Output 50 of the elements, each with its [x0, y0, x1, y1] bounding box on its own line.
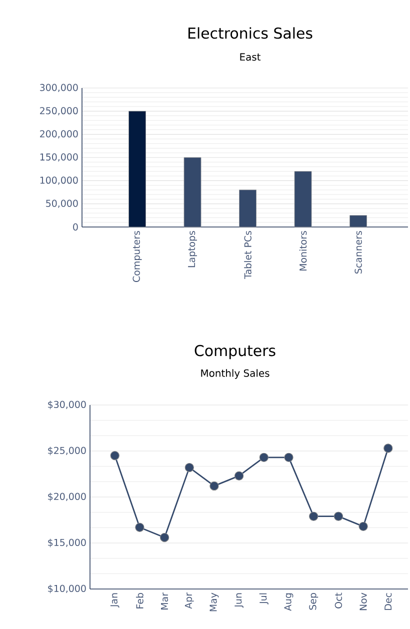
x-tick-label: Computers	[132, 230, 142, 282]
point	[284, 452, 294, 462]
y-tick-label: $25,000	[48, 446, 86, 456]
chart-title: Electronics Sales	[188, 27, 312, 39]
y-tick-label: $15,000	[48, 538, 86, 548]
point	[308, 512, 318, 521]
point	[234, 471, 244, 480]
chart-subtitle: Monthly Sales	[201, 369, 270, 379]
y-tick-label: 300,000	[40, 84, 78, 92]
point	[259, 452, 269, 462]
bar	[294, 171, 312, 228]
x-tick-label: Monitors	[299, 230, 307, 270]
x-tick-label: Jan	[110, 593, 120, 608]
y-tick-label: 250,000	[40, 107, 78, 116]
chart-subtitle: East	[240, 53, 261, 61]
point	[184, 462, 194, 472]
point	[358, 522, 368, 532]
x-tick-label: Oct	[334, 592, 342, 608]
x-tick-label: Laptops	[188, 230, 197, 268]
x-tick-label: Dec	[384, 593, 392, 610]
x-tick-label: Nov	[360, 592, 367, 610]
y-tick-label: 100,000	[40, 176, 78, 185]
bar	[350, 215, 367, 228]
y-tick-label: 200,000	[40, 130, 78, 138]
x-tick-label: Feb	[136, 593, 144, 608]
point	[135, 522, 144, 532]
y-tick-label: 150,000	[40, 153, 78, 162]
x-tick-label: Jun	[234, 593, 244, 608]
x-tick-label: Jul	[259, 593, 268, 604]
x-tick-label: Apr	[184, 592, 194, 609]
x-tick-label: Mar	[161, 592, 168, 610]
x-tick-label: May	[210, 592, 219, 612]
point	[160, 532, 170, 542]
y-tick-label: 50,000	[46, 200, 78, 208]
bar	[128, 110, 146, 228]
point	[110, 450, 120, 460]
x-tick-label: Sep	[309, 593, 318, 610]
y-tick-label: 0	[73, 223, 78, 231]
bar	[239, 190, 256, 228]
y-tick-label: $30,000	[48, 400, 86, 410]
point	[210, 481, 219, 491]
y-tick-label: $10,000	[48, 584, 86, 594]
point	[334, 512, 344, 521]
x-tick-label: Tablet PCs	[244, 230, 252, 279]
x-tick-label: Aug	[284, 593, 294, 611]
bar	[184, 157, 202, 228]
point	[384, 444, 393, 453]
x-tick-label: Scanners	[354, 230, 362, 274]
y-tick-label: $20,000	[48, 492, 86, 502]
chart-title: Computers	[194, 344, 276, 360]
